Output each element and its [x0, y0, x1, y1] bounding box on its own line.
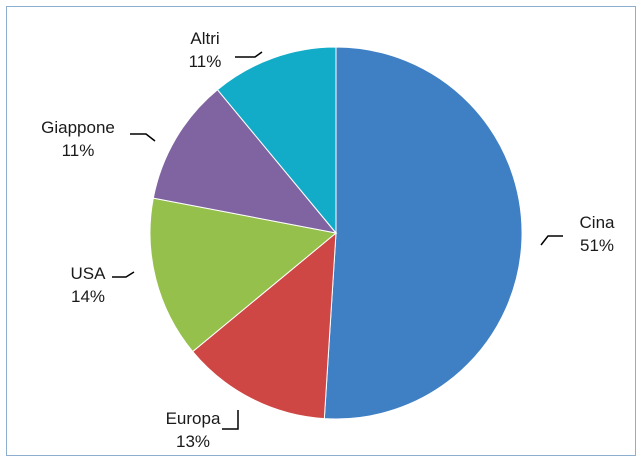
slice-cina: [323, 46, 523, 420]
leader-giappone: [130, 133, 156, 142]
leader-altri: [235, 51, 263, 58]
leader-europa: [222, 410, 239, 430]
leader-cina: [540, 235, 563, 246]
slice-altri: [216, 46, 337, 235]
leader-usa: [112, 271, 135, 278]
label-altri-name: Altri: [190, 29, 219, 48]
label-usa-name: USA: [71, 264, 107, 283]
data-labels: Cina 51% Europa 13% USA 14% Giappone 11%…: [41, 29, 615, 451]
leader-lines: [112, 51, 563, 430]
label-giappone-value: 11%: [62, 141, 95, 160]
slice-europa: [191, 231, 337, 420]
slice-usa: [149, 197, 338, 353]
label-altri-value: 11%: [189, 52, 222, 71]
label-europa-value: 13%: [176, 432, 210, 451]
label-giappone-name: Giappone: [41, 118, 115, 137]
label-usa-value: 14%: [71, 287, 105, 306]
pie-slices: [149, 46, 523, 420]
label-europa-name: Europa: [166, 409, 221, 428]
label-cina-value: 51%: [580, 236, 614, 255]
label-cina-name: Cina: [580, 213, 616, 232]
slice-giappone: [152, 88, 338, 234]
